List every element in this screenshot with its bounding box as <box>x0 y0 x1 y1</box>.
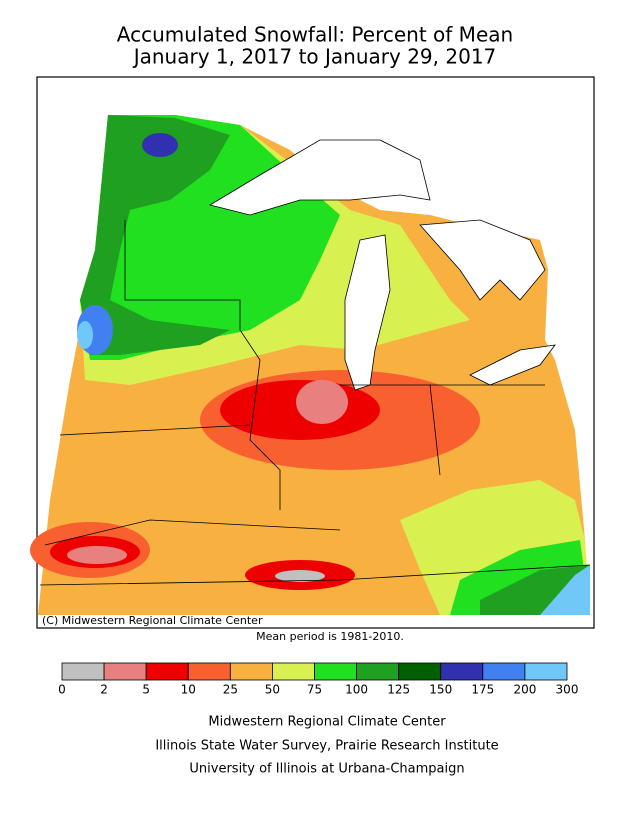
blob <box>142 133 178 157</box>
subtitle: January 1, 2017 to January 29, 2017 <box>132 45 497 69</box>
blob <box>67 546 127 564</box>
legend-swatch <box>272 662 315 681</box>
blob <box>296 380 348 424</box>
legend-swatch <box>314 662 357 681</box>
legend-label: 2 <box>100 683 108 697</box>
legend-swatch <box>145 662 189 681</box>
legend-swatch <box>61 662 105 681</box>
map: (C) Midwestern Regional Climate Center <box>30 76 595 629</box>
region-se-blue <box>540 565 590 615</box>
legend-label: 150 <box>429 683 452 697</box>
legend: 0 2 5 10 25 50 75 100 125 150 175 200 300 <box>58 662 579 697</box>
title: Accumulated Snowfall: Percent of Mean <box>117 23 513 47</box>
region-midgreen <box>80 115 230 355</box>
legend-swatch <box>103 662 147 681</box>
legend-swatch <box>229 662 273 681</box>
legend-swatch <box>356 662 400 681</box>
footer-line: Illinois State Water Survey, Prairie Res… <box>155 739 498 754</box>
footer-line: University of Illinois at Urbana-Champai… <box>189 762 464 777</box>
legend-swatch <box>482 662 526 681</box>
legend-swatch <box>524 662 568 681</box>
legend-label: 200 <box>513 683 536 697</box>
legend-swatch <box>440 662 484 681</box>
legend-label: 100 <box>345 683 368 697</box>
lake-superior <box>208 139 431 216</box>
footer-line: Midwestern Regional Climate Center <box>208 715 446 730</box>
copyright: (C) Midwestern Regional Climate Center <box>42 614 263 627</box>
lake-erie <box>469 344 556 386</box>
legend-label: 175 <box>471 683 494 697</box>
note: Mean period is 1981-2010. <box>256 630 404 643</box>
legend-swatch <box>398 662 442 681</box>
legend-label: 75 <box>307 683 322 697</box>
legend-label: 300 <box>556 683 579 697</box>
legend-label: 0 <box>58 683 66 697</box>
state-borders <box>39 220 591 586</box>
blob <box>77 321 93 349</box>
legend-label: 125 <box>387 683 410 697</box>
legend-label: 50 <box>265 683 280 697</box>
legend-swatch <box>187 662 231 681</box>
lake-huron <box>419 219 546 301</box>
legend-label: 10 <box>181 683 196 697</box>
blob <box>275 570 325 582</box>
legend-label: 5 <box>142 683 150 697</box>
legend-label: 25 <box>223 683 238 697</box>
